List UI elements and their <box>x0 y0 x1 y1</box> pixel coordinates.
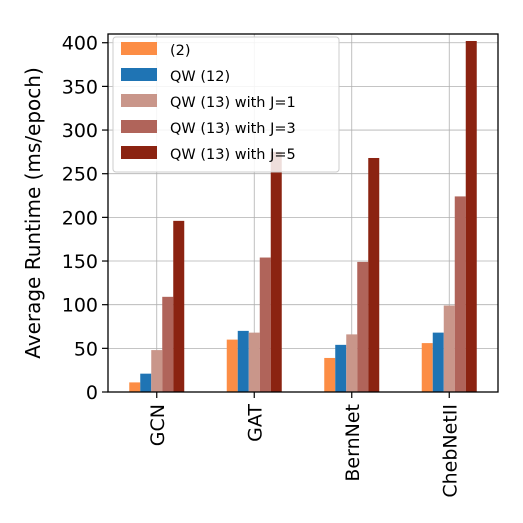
legend-label: QW (13) with J=1 <box>170 95 296 111</box>
legend-swatch <box>121 94 157 107</box>
bar <box>140 373 152 392</box>
bar <box>129 382 141 392</box>
bar <box>443 305 455 392</box>
bar <box>151 350 163 392</box>
bar <box>465 40 477 393</box>
x-tick-label: GAT <box>244 404 266 442</box>
legend-swatch <box>121 42 157 55</box>
y-tick-label: 200 <box>62 207 98 229</box>
bars-layer <box>129 40 477 393</box>
bar <box>324 357 336 392</box>
legend-label: (2) <box>170 43 191 59</box>
y-tick-label: 100 <box>62 295 98 317</box>
x-tick-label: ChebNetII <box>439 404 461 498</box>
legend-swatch <box>121 146 157 159</box>
bar <box>248 332 260 392</box>
bar <box>226 339 238 392</box>
x-tick-label: GCN <box>147 404 169 446</box>
legend: (2) QW (12) QW (13) with J=1 QW (13) with J… <box>112 36 340 173</box>
y-axis-label: Average Runtime (ms/epoch) <box>21 67 45 359</box>
bar <box>335 344 347 392</box>
x-tick-label: BernNet <box>342 404 364 482</box>
bar <box>270 151 282 392</box>
bar <box>357 261 369 392</box>
legend-swatch <box>121 68 157 81</box>
y-axis-ticks: 0 50 100 150 200 250 300 350 400 <box>62 33 108 404</box>
legend-label: QW (12) <box>170 69 230 85</box>
y-tick-label: 0 <box>86 382 98 404</box>
bar <box>432 332 444 392</box>
legend-label: QW (13) with J=3 <box>170 121 296 137</box>
bar <box>421 343 433 392</box>
bar <box>346 334 358 392</box>
y-tick-label: 400 <box>62 33 98 55</box>
bar <box>454 196 466 392</box>
legend-swatch <box>121 120 157 133</box>
y-tick-label: 250 <box>62 164 98 186</box>
bar <box>237 330 249 392</box>
bar <box>259 257 271 392</box>
bar <box>162 296 174 392</box>
bar <box>173 220 185 392</box>
bar <box>368 157 380 392</box>
y-tick-label: 350 <box>62 76 98 98</box>
legend-frame <box>112 36 340 173</box>
y-tick-label: 50 <box>74 338 98 360</box>
legend-label: QW (13) with J=5 <box>170 147 296 163</box>
plot-frame <box>107 33 499 393</box>
x-axis-ticks: GCN GAT BernNet ChebNetII <box>147 392 461 498</box>
y-tick-label: 300 <box>62 120 98 142</box>
y-tick-label: 150 <box>62 251 98 273</box>
